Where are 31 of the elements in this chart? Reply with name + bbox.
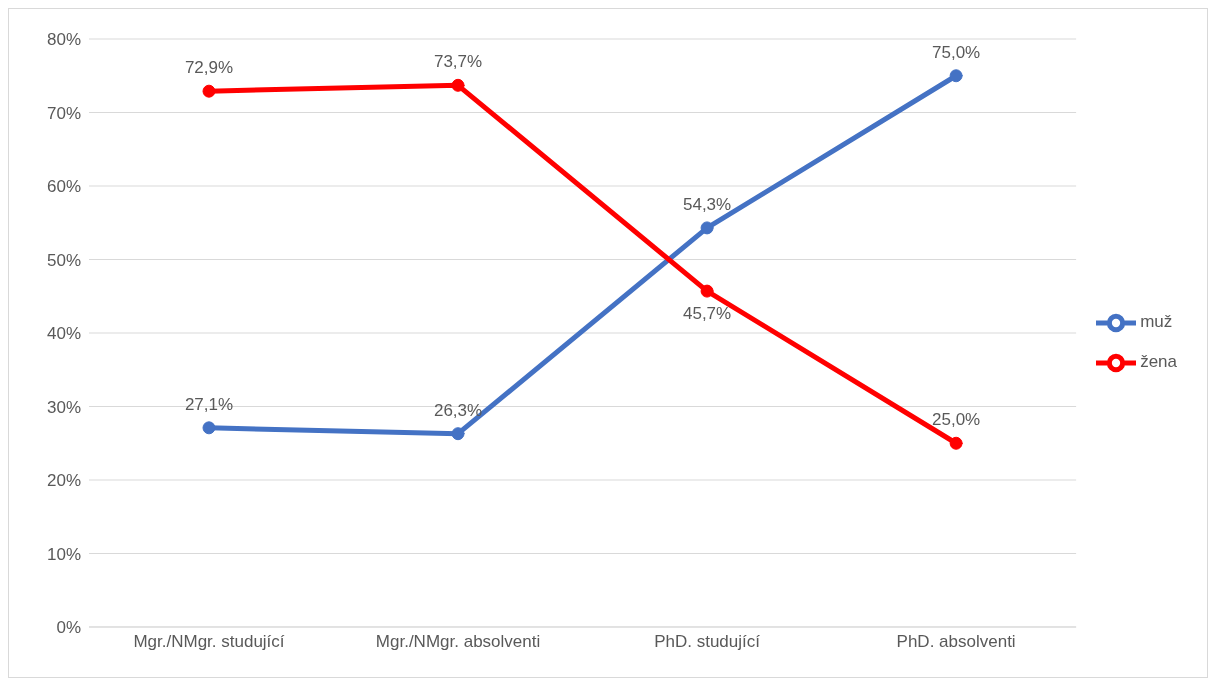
data-label: 72,9% <box>184 58 234 78</box>
y-tick-label: 80% <box>46 30 81 50</box>
data-label: 54,3% <box>682 194 732 214</box>
data-label: 27,1% <box>184 394 234 414</box>
legend-label: muž <box>1140 312 1173 332</box>
legend-label: žena <box>1140 352 1177 372</box>
point <box>949 436 963 450</box>
y-tick-label: 60% <box>46 177 81 197</box>
x-tick-label: PhD. absolventi <box>896 632 1016 652</box>
y-tick-label: 20% <box>46 471 81 491</box>
point <box>451 78 465 92</box>
point <box>202 84 216 98</box>
data-label: 73,7% <box>433 52 483 72</box>
x-tick-label: Mgr./NMgr. studující <box>133 632 285 652</box>
point <box>700 284 714 298</box>
data-label: 75,0% <box>932 42 981 62</box>
y-tick-label: 40% <box>46 324 81 344</box>
data-label: 26,3% <box>433 400 483 420</box>
y-tick-label: 50% <box>46 250 81 270</box>
y-tick-label: 10% <box>46 544 81 564</box>
data-label: 45,7% <box>682 304 732 324</box>
point <box>202 421 216 435</box>
x-tick-label: PhD. studující <box>654 632 761 652</box>
point <box>451 427 465 441</box>
y-tick-label: 70% <box>46 103 81 123</box>
y-tick-label: 0% <box>56 618 81 638</box>
x-tick-label: Mgr./NMgr. absolventi <box>375 632 541 652</box>
point <box>700 221 714 235</box>
data-label: 25,0% <box>932 410 981 430</box>
point <box>949 69 963 83</box>
y-tick-label: 30% <box>46 397 81 417</box>
